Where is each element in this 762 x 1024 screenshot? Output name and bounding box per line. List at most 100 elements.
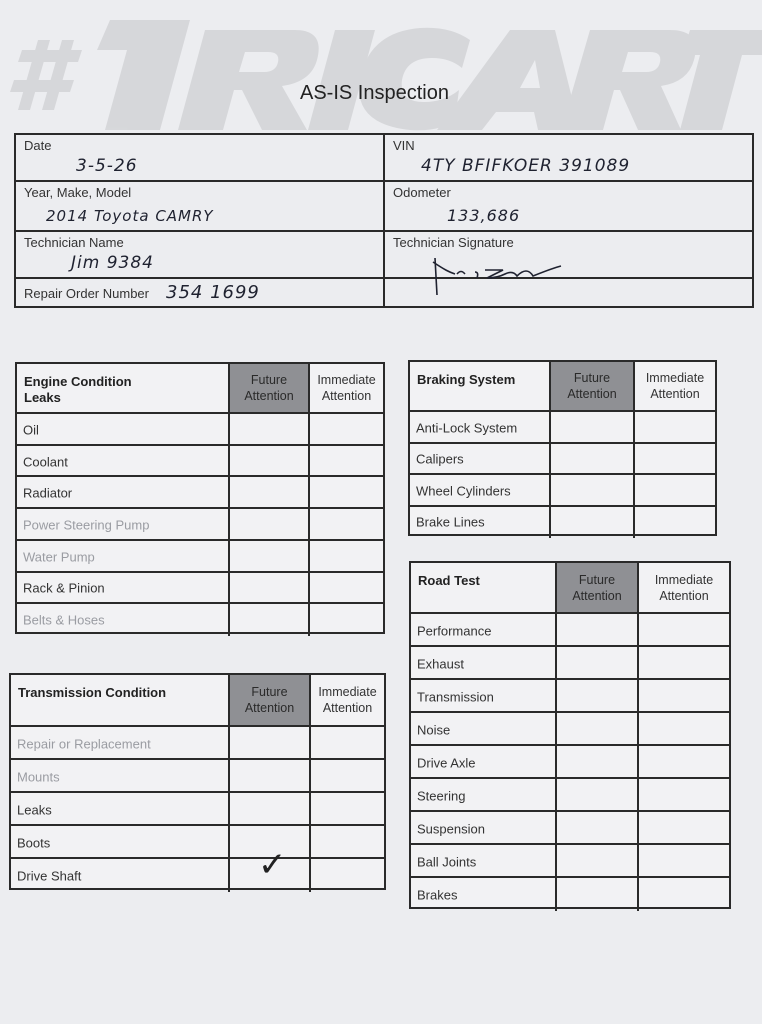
- table-row: Repair or Replacement: [11, 725, 384, 760]
- odometer-label: Odometer: [393, 185, 451, 200]
- future-attention-cell[interactable]: [555, 746, 637, 779]
- future-attention-cell[interactable]: [228, 572, 308, 605]
- row-label: Transmission: [417, 689, 494, 704]
- technician-label: Technician Name: [24, 235, 124, 250]
- vin-value: 4TY BFIFKOER 391089: [421, 156, 631, 176]
- future-attention-cell[interactable]: [549, 475, 633, 507]
- immediate-attention-cell[interactable]: [637, 878, 729, 911]
- immediate-attention-cell[interactable]: [633, 475, 715, 507]
- table-row: Steering: [411, 777, 729, 812]
- row-label: Performance: [417, 623, 492, 638]
- repair-order-value: 354 1699: [166, 282, 260, 303]
- table-row: Suspension: [411, 810, 729, 845]
- row-label: Boots: [17, 835, 51, 850]
- row-label: Mounts: [17, 769, 60, 784]
- immediate-attention-cell[interactable]: [637, 812, 729, 845]
- immediate-attention-cell[interactable]: [637, 647, 729, 680]
- future-attention-cell[interactable]: [555, 647, 637, 680]
- future-attention-cell[interactable]: [555, 779, 637, 812]
- immediate-attention-cell[interactable]: [637, 614, 729, 647]
- future-attention-cell[interactable]: [555, 680, 637, 713]
- immediate-attention-cell[interactable]: [308, 477, 383, 510]
- future-attention-cell[interactable]: [228, 477, 308, 510]
- table-title: Engine Condition Leaks: [24, 374, 132, 405]
- table-row: Power Steering Pump: [17, 507, 383, 541]
- immediate-attention-cell[interactable]: [637, 680, 729, 713]
- immediate-attention-cell[interactable]: [637, 713, 729, 746]
- future-attention-cell[interactable]: [555, 812, 637, 845]
- row-label: Rack & Pinion: [23, 580, 105, 596]
- repair-order-cell: Repair Order Number 354 1699: [16, 279, 385, 306]
- immediate-attention-cell[interactable]: [309, 826, 384, 859]
- immediate-attention-cell[interactable]: [309, 727, 384, 760]
- future-attention-header: Future Attention: [228, 364, 308, 412]
- row-label: Radiator: [23, 485, 73, 501]
- immediate-attention-cell[interactable]: [633, 506, 715, 538]
- repair-order-label: Repair Order Number: [24, 286, 149, 301]
- row-label: Steering: [417, 788, 466, 803]
- table-title: Transmission Condition: [18, 685, 167, 700]
- future-attention-cell[interactable]: [555, 713, 637, 746]
- immediate-attention-cell[interactable]: [308, 572, 383, 605]
- table-row: Radiator: [17, 475, 383, 510]
- vin-label: VIN: [393, 138, 415, 153]
- immediate-attention-cell[interactable]: [637, 845, 729, 878]
- immediate-attention-cell[interactable]: [637, 779, 729, 812]
- table-row: Calipers: [410, 441, 715, 475]
- future-attention-cell[interactable]: [549, 412, 633, 444]
- table-row: Transmission: [411, 678, 729, 713]
- table-row: Performance: [411, 612, 729, 647]
- future-attention-cell[interactable]: [228, 509, 308, 541]
- future-attention-cell[interactable]: [555, 614, 637, 647]
- future-attention-cell[interactable]: [228, 414, 308, 446]
- date-label: Date: [24, 138, 52, 153]
- future-attention-cell[interactable]: [228, 540, 308, 573]
- future-attention-cell[interactable]: [555, 878, 637, 911]
- row-label: Leaks: [17, 802, 52, 817]
- immediate-attention-cell[interactable]: [308, 509, 383, 541]
- future-attention-header: Future Attention: [228, 675, 309, 725]
- logo-watermark: [10, 20, 762, 131]
- table-row: Drive Axle: [411, 744, 729, 779]
- table-row: Mounts: [11, 758, 384, 793]
- future-attention-cell[interactable]: [228, 793, 309, 826]
- immediate-attention-cell[interactable]: [308, 604, 383, 636]
- row-label: Power Steering Pump: [23, 517, 150, 533]
- row-label: Suspension: [417, 821, 485, 836]
- future-attention-cell[interactable]: [228, 760, 309, 793]
- table-row: Brake Lines: [410, 504, 715, 538]
- table-row: Oil: [17, 412, 383, 446]
- row-label: Calipers: [416, 451, 464, 467]
- row-label: Brakes: [417, 887, 458, 902]
- immediate-attention-cell[interactable]: [309, 793, 384, 826]
- table-row: Exhaust: [411, 645, 729, 680]
- immediate-attention-cell[interactable]: [308, 540, 383, 573]
- future-attention-cell[interactable]: [228, 727, 309, 760]
- row-label: Anti-Lock System: [416, 420, 518, 436]
- immediate-attention-cell[interactable]: [633, 412, 715, 444]
- future-attention-cell[interactable]: [549, 443, 633, 475]
- immediate-attention-cell[interactable]: [309, 859, 384, 892]
- immediate-attention-cell[interactable]: [637, 746, 729, 779]
- immediate-attention-cell[interactable]: [308, 414, 383, 446]
- future-attention-cell[interactable]: [228, 445, 308, 478]
- immediate-attention-cell[interactable]: [633, 443, 715, 475]
- table-header: Engine Condition Leaks Future Attention …: [17, 364, 383, 412]
- row-label: Exhaust: [417, 656, 464, 671]
- table-title: Road Test: [418, 573, 480, 588]
- immediate-attention-header: Immediate Attention: [637, 563, 729, 612]
- future-attention-cell[interactable]: [228, 826, 309, 859]
- immediate-attention-cell[interactable]: [308, 445, 383, 478]
- immediate-attention-cell[interactable]: [309, 760, 384, 793]
- road-test-table: Road Test Future Attention Immediate Att…: [409, 561, 731, 911]
- table-title: Braking System: [417, 372, 516, 387]
- date-cell: Date 3-5-26: [16, 135, 385, 182]
- future-attention-cell[interactable]: [549, 506, 633, 538]
- braking-table: Braking System Future Attention Immediat…: [408, 360, 717, 538]
- row-label: Ball Joints: [417, 854, 477, 869]
- future-attention-cell[interactable]: ✓: [228, 845, 309, 892]
- row-label: Noise: [417, 722, 451, 737]
- future-attention-cell[interactable]: [228, 604, 308, 636]
- future-attention-cell[interactable]: [555, 845, 637, 878]
- table-row: Water Pump: [17, 538, 383, 573]
